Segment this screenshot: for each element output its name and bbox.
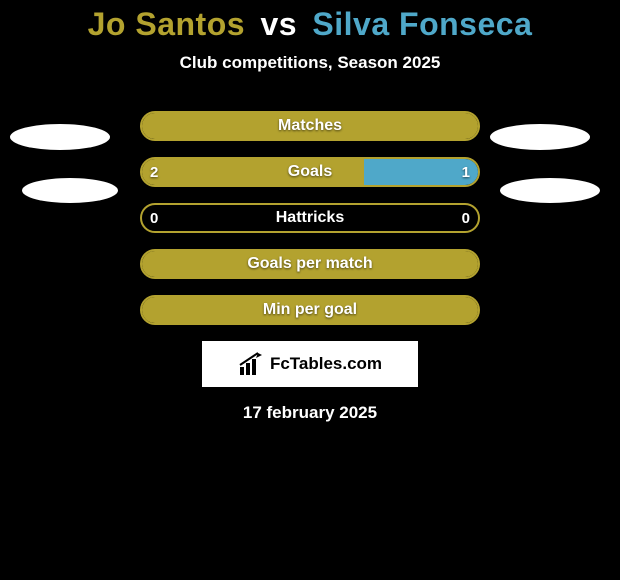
bar-label: Goals [142,159,478,185]
bar-label: Min per goal [142,297,478,323]
page-title: Jo Santos vs Silva Fonseca [0,6,620,43]
bar-track: Goals [140,157,480,187]
bar-track: Min per goal [140,295,480,325]
bar-label: Hattricks [142,205,478,231]
stat-row: Hattricks0 0 [0,203,620,233]
bar-label: Matches [142,113,478,139]
date: 17 february 2025 [0,403,620,423]
title-player-b: Silva Fonseca [312,6,532,42]
logo: FcTables.com [202,341,418,387]
bar-track: Hattricks [140,203,480,233]
value-left: 0 [150,203,158,233]
title-player-a: Jo Santos [88,6,245,42]
decorative-ellipse [490,124,590,150]
decorative-ellipse [500,178,600,203]
value-right: 0 [462,203,470,233]
title-vs: vs [260,6,297,42]
subtitle: Club competitions, Season 2025 [0,53,620,73]
logo-text: FcTables.com [270,354,382,374]
decorative-ellipse [10,124,110,150]
value-right: 1 [462,157,470,187]
value-left: 2 [150,157,158,187]
stat-row: Goals per match [0,249,620,279]
chart-ascending-icon [238,351,264,377]
bar-track: Matches [140,111,480,141]
stat-row: Min per goal [0,295,620,325]
decorative-ellipse [22,178,118,203]
bar-track: Goals per match [140,249,480,279]
bar-label: Goals per match [142,251,478,277]
